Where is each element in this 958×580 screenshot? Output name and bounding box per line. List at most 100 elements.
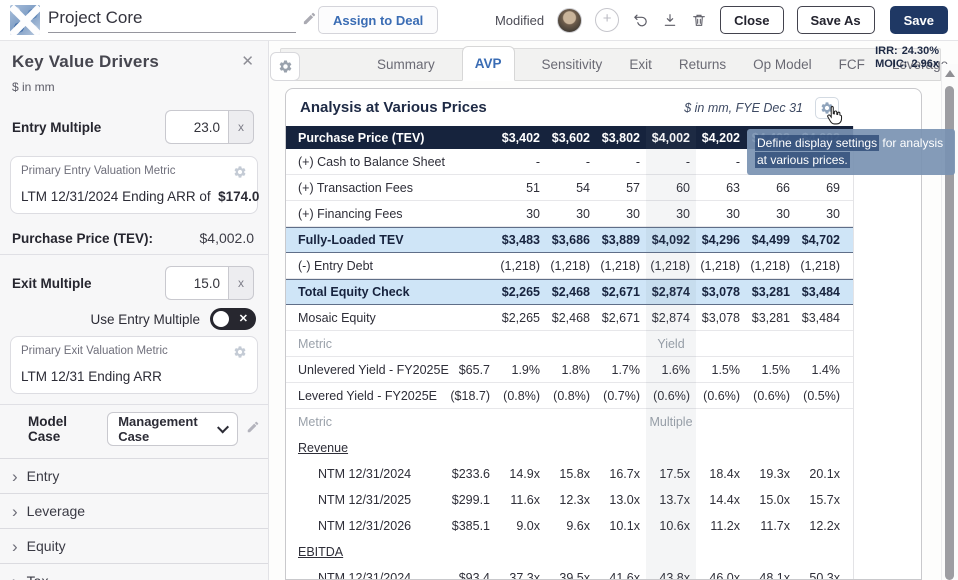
tab-leverage[interactable]: Leverage [891,57,949,72]
cell-value: 15.7x [809,493,840,507]
cell-value: (1,218) [650,258,690,273]
table-row: Mosaic Equity $2,265 $2,468 $2,671 $2,874 $3,… [286,305,853,331]
tab-fcf[interactable]: FCF [838,57,865,72]
add-collaborator-icon[interactable]: + [595,8,620,32]
table-row: Total Equity Check $2,265 $2,468 $2,671 $2,8… [286,279,853,305]
save-as-button[interactable]: Save As [796,6,875,34]
top-bar: Project Core Assign to Deal Modified + C… [0,0,958,41]
scroll-up-arrow-icon[interactable] [945,70,955,77]
tab-bar: Summary AVP Sensitivity Exit Returns Op Model… [280,46,948,81]
moic-value: 2.96x [911,58,939,70]
close-panel-icon[interactable]: ✕ [241,53,254,70]
cell-value: (0.7%) [603,388,640,403]
avp-settings-tooltip: Define display settings for analysis at … [747,129,955,175]
primary-entry-metric-card[interactable]: Primary Entry Valuation Metric LTM 12/31… [10,156,259,214]
entry-multiple-label: Entry Multiple [12,119,102,135]
tab-avp[interactable]: AVP [461,46,515,81]
use-entry-multiple-toggle[interactable]: ✕ [210,308,256,330]
tab-returns[interactable]: Returns [678,57,727,72]
user-avatar[interactable] [557,7,583,33]
tab-exit[interactable]: Exit [629,57,652,72]
primary-exit-metric-card[interactable]: Primary Exit Valuation Metric LTM 12/31 … [10,336,258,394]
cell-value: 30 [576,206,590,221]
table-row: Revenue [286,435,853,461]
app-logo [10,5,40,35]
cell-value: $4,002 [651,130,690,145]
exit-multiple-suffix: x [228,266,254,300]
sidebar-section-leverage[interactable]: › Leverage [0,493,268,528]
cell-value: 48.1x [759,571,790,580]
model-case-row: Model Case Management Case [28,412,260,446]
sidebar-section-tax[interactable]: › Tax [0,563,268,580]
cell-value: 66 [776,180,790,195]
exit-metric-caption: Primary Exit Valuation Metric [21,345,168,357]
row-label: NTM 12/31/2024 [318,571,412,580]
row-label: Purchase Price (TEV) [298,130,425,145]
cell-value: 60 [676,180,690,195]
panel-settings-tab[interactable] [270,52,300,81]
cell-value: 14.4x [709,493,740,507]
cell-value: 13.7x [659,493,690,507]
cell-value: 30 [826,206,840,221]
table-row: NTM 12/31/2025 $299.1 11.6x 12.3x 13.0x 13.7x… [286,487,853,513]
cell-value: 1.5% [711,362,741,377]
group-header: Multiple [649,415,693,429]
sidebar-section-entry[interactable]: › Entry [0,458,268,493]
scrollbar-thumb[interactable] [945,86,954,580]
cell-value: 46.0x [709,571,740,580]
tab-summary[interactable]: Summary [377,57,435,72]
row-label: Unlevered Yield - FY2025E [298,362,449,377]
model-case-select[interactable]: Management Case [107,412,238,446]
gear-icon[interactable] [233,165,247,184]
sidebar-section-equity[interactable]: › Equity [0,528,268,563]
tab-op-model[interactable]: Op Model [753,57,812,72]
row-label: NTM 12/31/2024 [318,467,412,481]
avp-card-header: Analysis at Various Prices $ in mm, FYE … [286,89,853,126]
chevron-right-icon: › [12,466,18,486]
save-button[interactable]: Save [889,6,948,34]
cell-value: 69 [826,180,840,195]
download-icon[interactable] [662,12,678,28]
tooltip-text: for analysis [879,136,944,150]
cell-value: $3,802 [601,130,640,145]
delete-icon[interactable] [691,12,707,28]
table-row: Fully-Loaded TEV $3,483 $3,686 $3,889 $4,092… [286,227,853,253]
cell-value: 41.6x [609,571,640,580]
entry-multiple-input[interactable] [165,110,228,144]
assign-to-deal-button[interactable]: Assign to Deal [318,6,439,34]
purchase-price-row: Purchase Price (TEV): $4,002.0 [12,230,254,246]
tab-sensitivity[interactable]: Sensitivity [541,57,603,72]
cell-value: (1,218) [800,258,840,273]
gear-icon[interactable] [233,345,247,364]
edit-title-icon[interactable] [302,11,317,31]
close-button[interactable]: Close [720,6,784,34]
cell-value: 39.5x [559,571,590,580]
chevron-right-icon: › [12,501,18,521]
edit-case-icon[interactable] [246,420,260,439]
table-row: NTM 12/31/2024 $233.6 14.9x 15.8x 16.7x 17.5x… [286,461,853,487]
cell-value: 1.7% [611,362,641,377]
cell-value: 1.9% [511,362,541,377]
cell-value: (0.5%) [803,388,840,403]
cell-value: 12.2x [809,519,840,533]
irr-label: IRR: [875,45,898,57]
table-row: Metric Yield [286,331,853,357]
cell-value: 15.0x [759,493,790,507]
group-header: Yield [657,336,685,351]
history-undo-icon[interactable] [632,12,649,29]
cell-value: 10.6x [659,519,690,533]
document-title[interactable]: Project Core [48,8,296,33]
cell-value: 11.6x [510,493,540,507]
cell-value: 37.3x [509,571,540,580]
purchase-price-value: $4,002.0 [199,230,255,246]
cell-value: 20.1x [809,467,840,481]
cell-value: - [735,154,740,169]
cell-value: $3,281 [751,310,790,325]
section-label: Leverage [26,503,86,519]
cell-value: 11.7x [760,519,790,533]
vertical-scrollbar[interactable] [941,64,958,580]
cell-value: $4,499 [751,233,790,247]
cell-value: - [685,154,690,169]
exit-multiple-input[interactable] [165,266,228,300]
row-label: (+) Transaction Fees [298,180,413,195]
